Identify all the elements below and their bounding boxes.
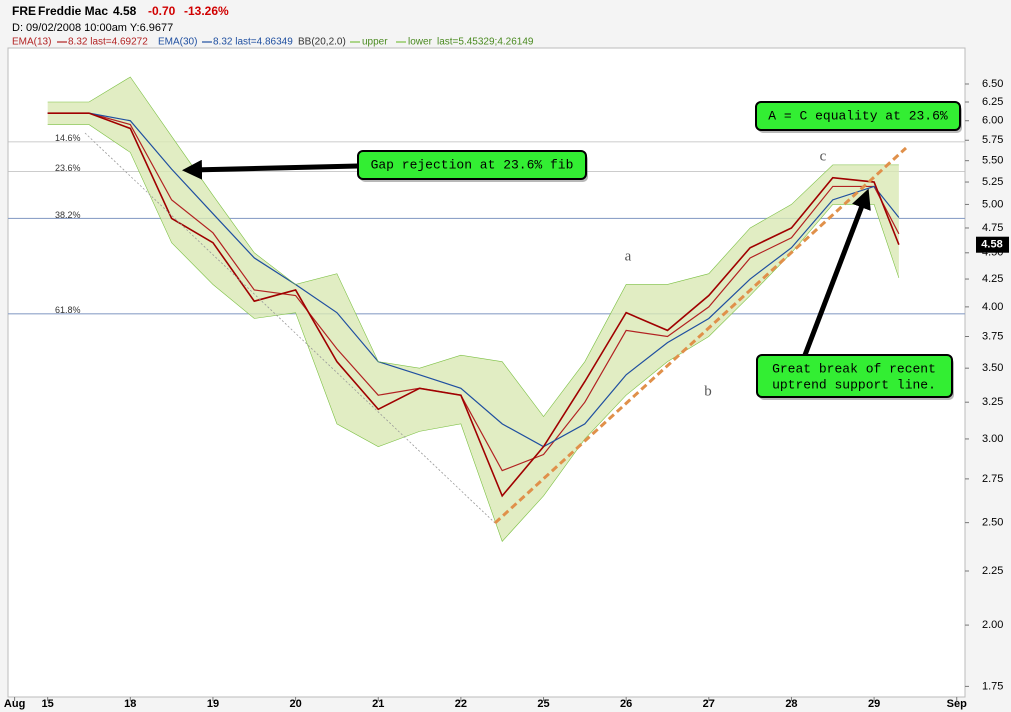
x-tick-label: 20 [289, 698, 301, 710]
y-tick-label: 2.25 [982, 565, 1003, 577]
wave-label: a [625, 248, 632, 264]
x-tick-label: 25 [537, 698, 549, 710]
y-tick-label: 5.00 [982, 198, 1003, 210]
annotation: Great break of recent [772, 361, 936, 376]
y-tick-label: 4.25 [982, 273, 1003, 285]
y-tick-label: 4.75 [982, 222, 1003, 234]
y-tick-label: 2.75 [982, 473, 1003, 485]
annotation-box [755, 101, 961, 131]
y-tick-label: 6.00 [982, 115, 1003, 127]
x-tick-label: 27 [703, 698, 715, 710]
change: -0.70 [148, 4, 176, 18]
x-tick-label: 18 [124, 698, 136, 710]
x-tick-label: 29 [868, 698, 880, 710]
annotation: A = C equality at 23.6% [768, 108, 948, 123]
x-tick-label: 26 [620, 698, 632, 710]
annotation-box [357, 150, 587, 180]
price-tag-label: 4.58 [981, 239, 1002, 251]
x-tick-label: 28 [785, 698, 797, 710]
y-tick-label: 3.25 [982, 396, 1003, 408]
price-line [47, 112, 900, 498]
x-tick-label: Sep [947, 698, 967, 710]
y-tick-label: 3.50 [982, 362, 1003, 374]
legend-note: last=5.45329;4.26149 [437, 37, 534, 48]
legend-label: upper [362, 37, 388, 48]
company: Freddie Mac [38, 4, 108, 18]
x-tick-label: 22 [455, 698, 467, 710]
arrow [182, 159, 359, 180]
fib-label: 23.6% [55, 163, 81, 173]
y-tick-label: 5.50 [982, 155, 1003, 167]
legend-label: EMA(13) [12, 37, 51, 48]
y-tick-label: 6.25 [982, 96, 1003, 108]
x-tick-label: Aug [4, 698, 25, 710]
ema-line [47, 112, 900, 448]
y-tick-label: 3.75 [982, 330, 1003, 342]
x-tick-label: 19 [207, 698, 219, 710]
y-tick-label: 4.00 [982, 301, 1003, 313]
legend-label: BB(20,2.0) [298, 37, 346, 48]
fib-label: 38.2% [55, 210, 81, 220]
annotation: Gap rejection at 23.6% fib [371, 157, 574, 172]
y-tick-label: 6.50 [982, 78, 1003, 90]
trend-line [493, 146, 908, 525]
annotation-box [756, 354, 953, 398]
x-tick-label: 21 [372, 698, 384, 710]
x-tick-label: 15 [42, 698, 54, 710]
legend-label: lower [408, 37, 433, 48]
y-tick-label: 2.50 [982, 517, 1003, 529]
annotation: uptrend support line. [772, 377, 936, 392]
fib-label: 61.8% [55, 305, 81, 315]
legend-note: 8.32 last=4.86349 [213, 37, 293, 48]
band-edge [47, 124, 900, 542]
legend-note: 8.32 last=4.69272 [68, 37, 148, 48]
symbol: FRE [12, 4, 36, 18]
y-tick-label: 1.75 [982, 680, 1003, 692]
last-price: 4.58 [113, 4, 137, 18]
y-tick-label: 2.00 [982, 619, 1003, 631]
y-tick-label: 3.00 [982, 433, 1003, 445]
ema-line [47, 112, 900, 472]
wave-label: c [820, 148, 827, 164]
y-tick-label: 5.75 [982, 134, 1003, 146]
arrow [802, 188, 871, 356]
change-pct: -13.26% [184, 4, 229, 18]
wave-label: b [704, 383, 712, 399]
legend-label: EMA(30) [158, 37, 197, 48]
date-line: D: 09/02/2008 10:00am Y:6.9677 [12, 22, 173, 34]
y-tick-label: 5.25 [982, 176, 1003, 188]
fib-label: 14.6% [55, 133, 81, 143]
price-tag [976, 236, 1009, 253]
